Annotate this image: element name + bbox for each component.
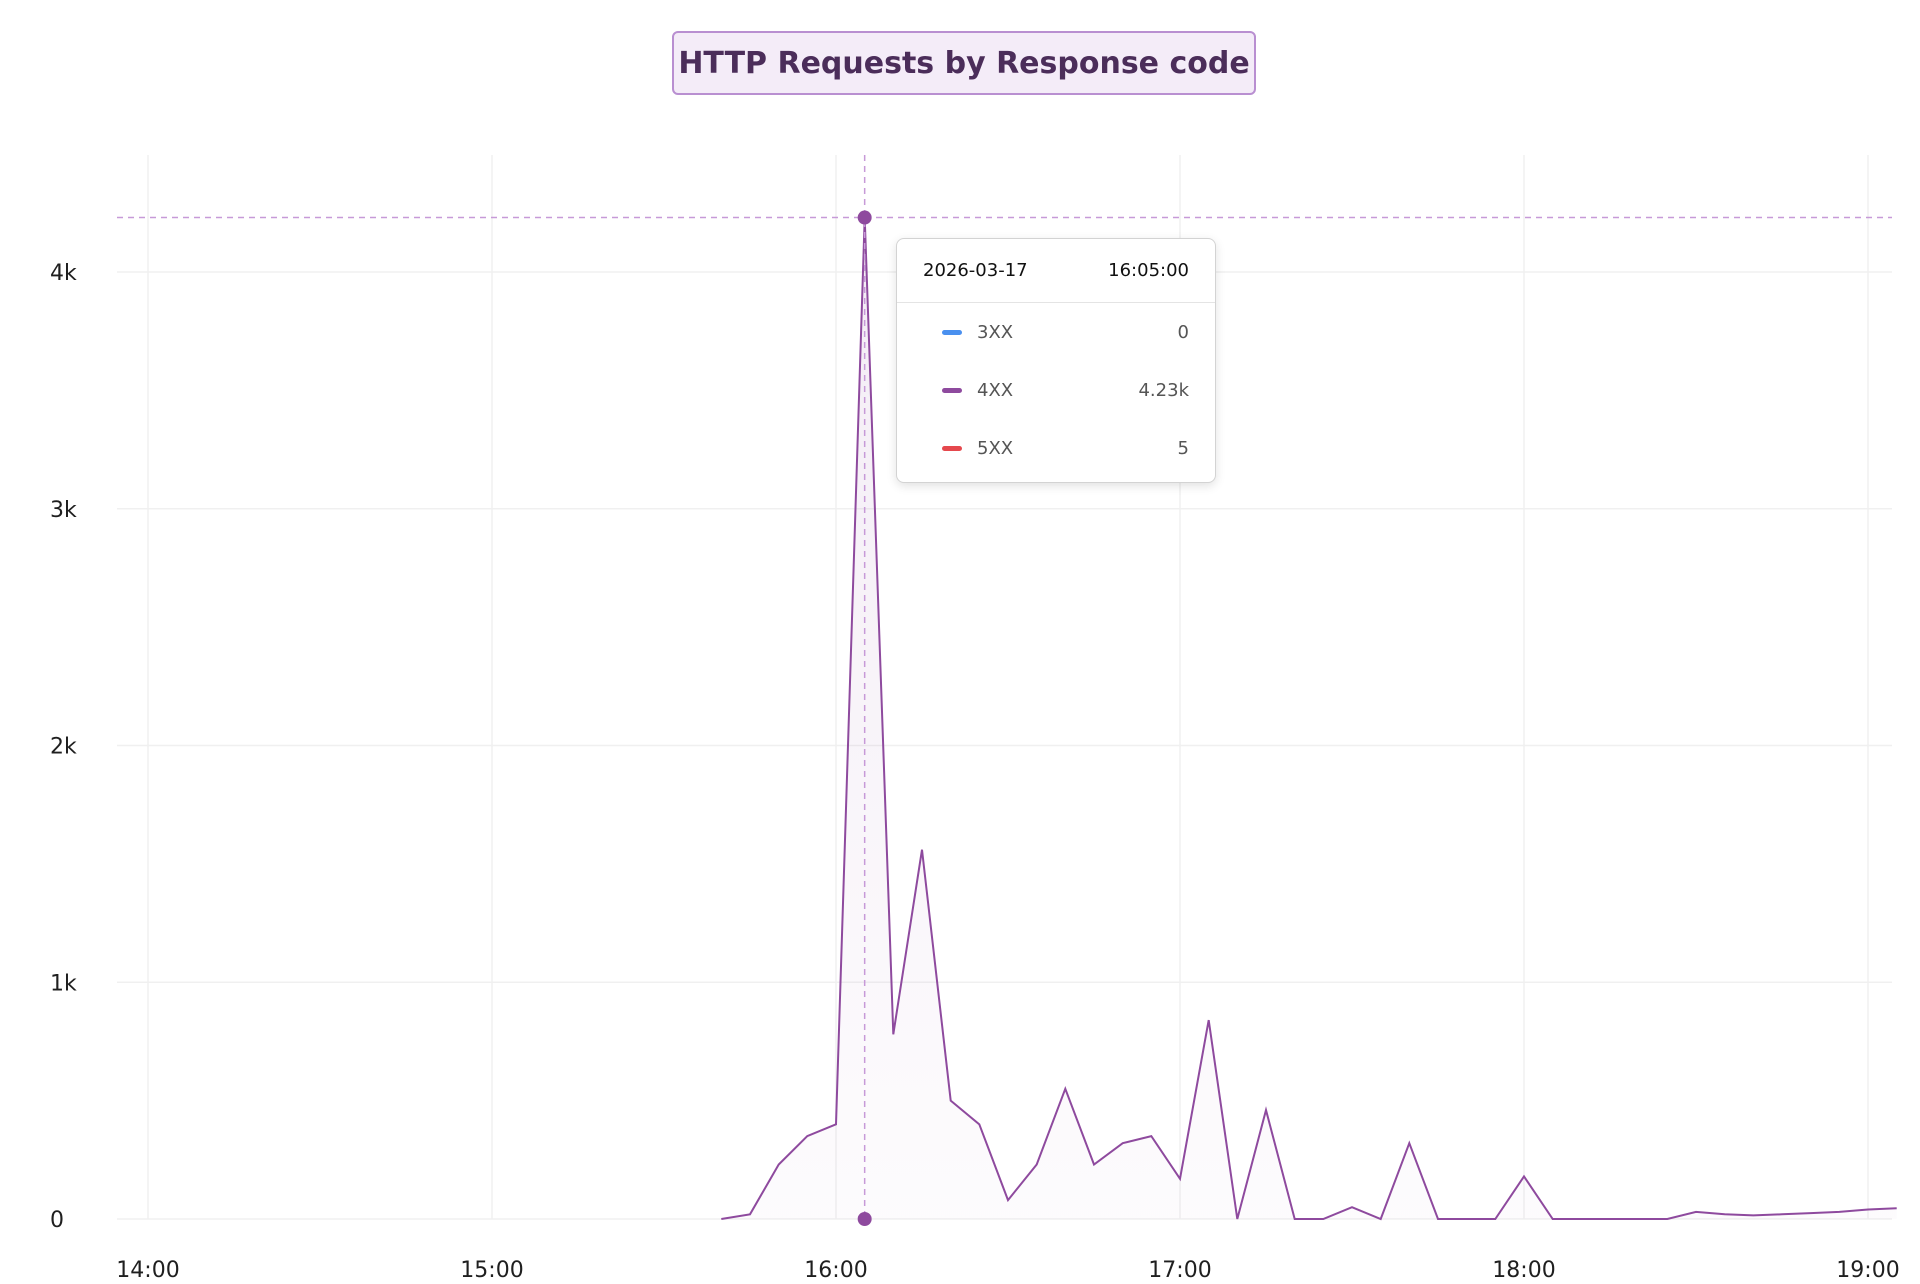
tooltip-row-value: 4.23k <box>1138 379 1189 401</box>
crosshair-point <box>857 210 872 225</box>
chart-title: HTTP Requests by Response code <box>672 31 1256 95</box>
x-tick-label: 14:00 <box>116 1258 179 1283</box>
tooltip-row-name: 5XX <box>977 437 1014 459</box>
x-tick-label: 19:00 <box>1836 1258 1899 1283</box>
tooltip-row-3xx: 3XX 0 <box>897 303 1215 361</box>
series-5xx-swatch <box>942 445 962 451</box>
series-area-4xx <box>721 217 1897 1219</box>
series-4xx-swatch <box>942 387 962 393</box>
y-tick-label: 0 <box>50 1208 64 1233</box>
y-tick-label: 1k <box>50 971 77 996</box>
x-tick-label: 16:00 <box>804 1258 867 1283</box>
x-tick-label: 15:00 <box>460 1258 523 1283</box>
tooltip-row-value: 5 <box>1177 437 1189 459</box>
tooltip-time: 16:05:00 <box>1108 260 1189 281</box>
tooltip-row-5xx: 5XX 5 <box>897 419 1215 477</box>
y-tick-label: 3k <box>50 498 77 523</box>
x-tick-label: 18:00 <box>1492 1258 1555 1283</box>
tooltip-row-name: 4XX <box>977 379 1014 401</box>
tooltip-row-name: 3XX <box>977 321 1014 343</box>
crosshair-axis-point <box>857 1212 872 1226</box>
series-line-4xx <box>721 217 1897 1221</box>
y-tick-label: 4k <box>50 261 77 286</box>
x-tick-label: 17:00 <box>1148 1258 1211 1283</box>
tooltip-row-value: 0 <box>1177 321 1189 343</box>
tooltip-date: 2026-03-17 <box>923 260 1028 281</box>
chart-tooltip: 2026-03-17 16:05:00 3XX 0 4XX 4.23k 5XX … <box>896 238 1216 483</box>
tooltip-header: 2026-03-17 16:05:00 <box>897 239 1215 303</box>
y-tick-label: 2k <box>50 735 77 760</box>
tooltip-row-4xx: 4XX 4.23k <box>897 361 1215 419</box>
series-3xx-swatch <box>942 329 962 335</box>
